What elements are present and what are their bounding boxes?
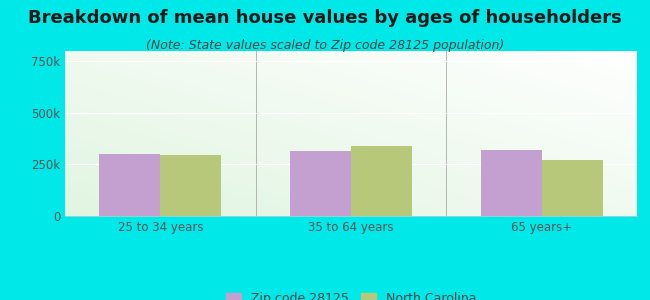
Bar: [290, 151, 351, 216]
Bar: [351, 146, 412, 216]
Bar: [541, 160, 603, 216]
Text: (Note: State values scaled to Zip code 28125 population): (Note: State values scaled to Zip code 2…: [146, 39, 504, 52]
Legend: Zip code 28125, North Carolina: Zip code 28125, North Carolina: [222, 288, 480, 300]
Text: Breakdown of mean house values by ages of householders: Breakdown of mean house values by ages o…: [28, 9, 622, 27]
Bar: [161, 155, 222, 216]
Bar: [99, 154, 161, 216]
Bar: [480, 150, 541, 216]
